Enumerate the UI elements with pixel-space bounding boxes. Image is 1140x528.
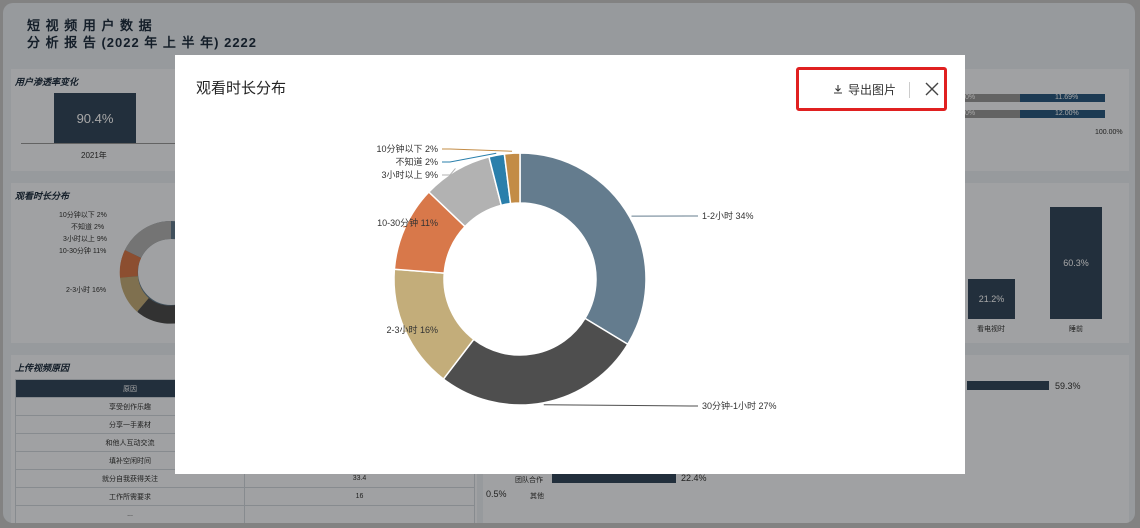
upload-title: 上传视频原因 [15,363,70,373]
top-hbar [967,381,1049,390]
slice-label: 10分钟以下 2% [376,143,438,154]
right-bar-panel: 21.2% 60.3% 看电视时 睡前 [963,183,1129,343]
slice-label: 2-3小时 16% [386,324,438,335]
bar-label-tv: 看电视时 [977,326,1005,333]
other-label: 其他 [530,493,544,500]
right-top-panel: 0% 11.69% 0% 12.00% 100.00% [963,69,1129,171]
table-row: ... [15,505,475,523]
slice-label: 1-2小时 34% [702,210,754,221]
small-label: 10分钟以下 2% [59,212,107,219]
team-hbar [552,473,676,483]
export-image-label: 导出图片 [848,83,897,97]
leader-line [403,222,451,228]
team-value: 22.4% [681,473,707,483]
bar-label-sleep: 睡前 [1069,326,1083,333]
axis-end-label: 100.00% [1095,129,1123,136]
top-hbar-value: 59.3% [1055,381,1081,391]
donut-slice[interactable] [503,152,521,205]
stack-bar-blue-2 [1020,110,1105,118]
axis-line [21,143,191,144]
close-icon [922,82,942,103]
stack-bar-grey-1 [963,94,1020,102]
close-button[interactable] [922,79,942,99]
penetration-year: 2021年 [81,151,107,160]
small-label: 不知道 2% [71,224,105,231]
report-title: 短 视 频 用 户 数 据 分 析 报 告 (2022 年 上 半 年) 222… [27,18,258,50]
leader-line [543,404,698,407]
watch-small-title: 观看时长分布 [15,191,70,201]
modal-toolbar-highlight: 导出图片 [796,67,947,111]
chart-modal: 观看时长分布 导出图片 1-2小时 34% 30分钟-1小时 27% 2-3小时 1… [175,55,965,474]
stack-value-2: 12.00% [1055,110,1079,117]
donut-chart: 1-2小时 34% 30分钟-1小时 27% 2-3小时 16% 10-30分钟 11… [376,143,777,411]
stack-value-1: 11.69% [1055,94,1079,101]
leader-line [442,148,513,152]
slice-label: 3小时以上 9% [381,169,438,180]
team-label: 团队合作 [515,477,543,484]
slice-label: 10-30分钟 11% [377,217,438,228]
slice-label: 不知道 2% [395,156,438,167]
stack-bar-grey-2 [963,110,1020,118]
donut-slice[interactable] [519,152,647,346]
penetration-title: 用户渗透率变化 [15,77,79,87]
stack-bar-blue-1 [1020,94,1105,102]
toolbar-separator [909,82,910,98]
stack-label-2: 0% [965,110,976,117]
slice-label: 30分钟-1小时 27% [702,400,777,411]
leader-line [442,152,497,163]
leader-line [442,168,456,176]
bar-tv: 21.2% [968,279,1015,319]
penetration-bar: 90.4% [54,93,136,143]
donut-slice[interactable] [442,317,629,406]
other-pct: 0.5% [486,489,507,499]
small-label: 10-30分钟 11% [59,248,107,255]
export-image-button[interactable]: 导出图片 [833,81,896,98]
stack-label-1: 0% [965,94,976,101]
leader-line [403,329,451,332]
small-label: 3小时以上 9% [63,236,107,243]
bar-sleep: 60.3% [1050,207,1102,319]
modal-title: 观看时长分布 [196,80,287,97]
download-icon [833,83,843,97]
small-label: 2-3小时 16% [66,287,107,294]
